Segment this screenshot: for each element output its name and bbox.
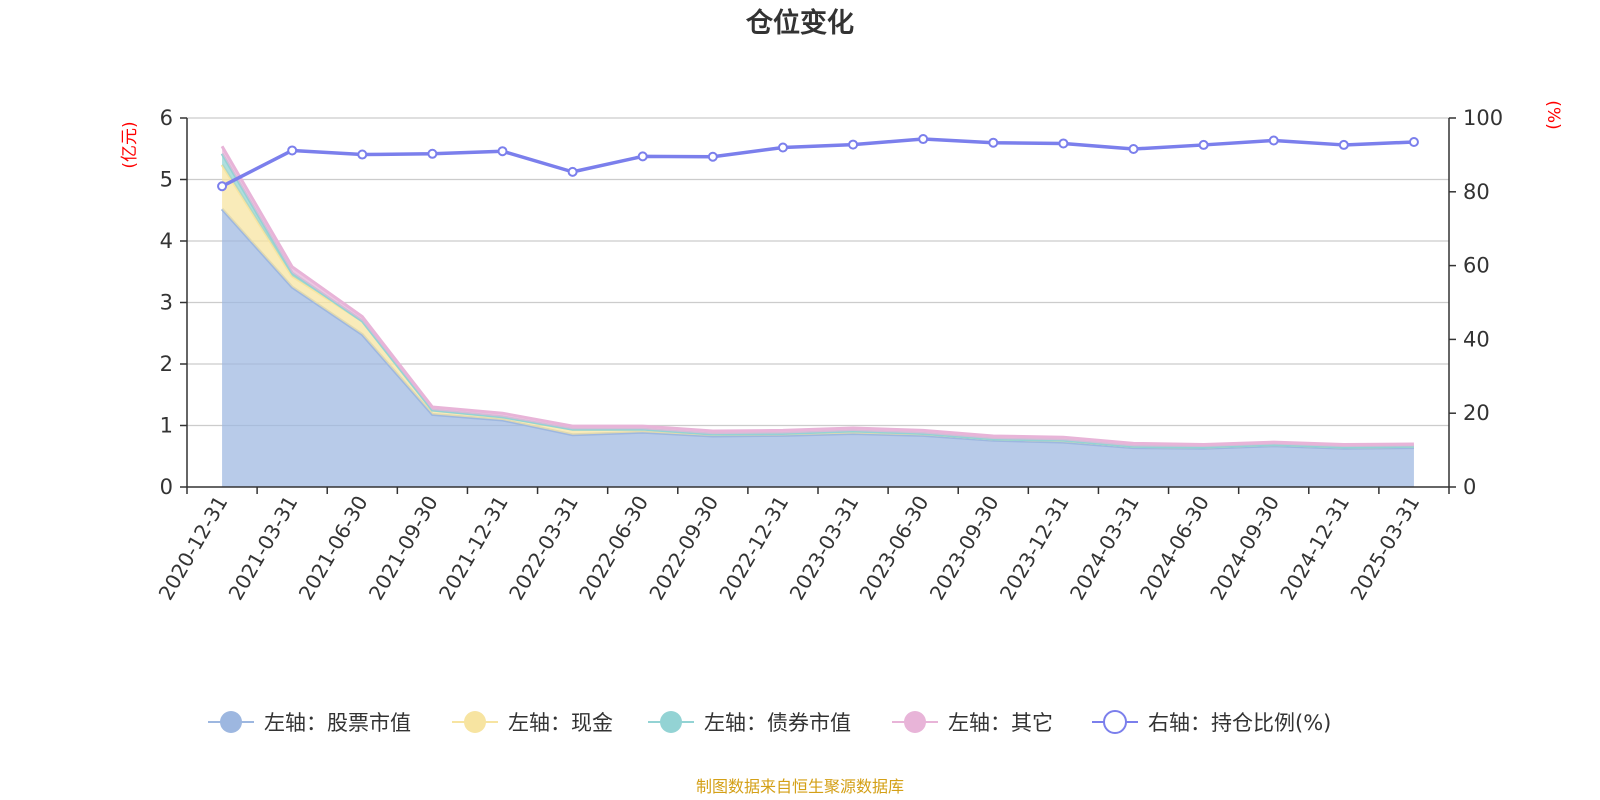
x-tick-label: 2022-03-31 (504, 492, 583, 605)
legend-item: 左轴：现金 (452, 711, 613, 735)
ratio-point (1338, 139, 1349, 150)
ratio-point (988, 137, 999, 148)
line-series-layer (217, 134, 1419, 192)
right-axis-unit: (%) (1543, 100, 1563, 129)
right-tick-label: 100 (1463, 106, 1503, 130)
ratio-point (1058, 138, 1069, 149)
x-tick-label: 2022-12-31 (714, 492, 793, 605)
legend-label: 左轴：债券市值 (704, 711, 851, 735)
area-0 (222, 209, 1414, 487)
ratio-point (637, 151, 648, 162)
left-tick-label: 4 (160, 229, 173, 253)
x-tick-label: 2024-03-31 (1065, 492, 1144, 605)
ratio-point (427, 148, 438, 159)
right-tick-label: 20 (1463, 401, 1490, 425)
right-tick-label: 0 (1463, 475, 1476, 499)
left-tick-label: 5 (160, 168, 173, 192)
area-edge-3 (220, 145, 1414, 447)
ratio-point (1198, 139, 1209, 150)
ratio-point (567, 166, 578, 177)
x-tick-label: 2024-09-30 (1205, 492, 1284, 605)
x-tick-label: 2022-09-30 (644, 492, 723, 605)
legend-item: 左轴：其它 (892, 711, 1053, 735)
right-tick-label: 40 (1463, 327, 1490, 351)
ratio-point (777, 142, 788, 153)
left-tick-label: 1 (160, 414, 173, 438)
left-tick-label: 2 (160, 352, 173, 376)
legend-marker (904, 711, 926, 733)
source-note: 制图数据来自恒生聚源数据库 (696, 777, 904, 796)
x-tick-label: 2021-12-31 (434, 492, 513, 605)
ratio-point (1128, 143, 1139, 154)
legend-label: 右轴：持仓比例(%) (1148, 711, 1331, 735)
x-tick-label: 2024-12-31 (1275, 492, 1354, 605)
legend: 左轴：股票市值 左轴：现金 左轴：债券市值 左轴：其它 右轴：持仓比例(%) (208, 710, 1331, 735)
ratio-point (1408, 136, 1419, 147)
ratio-point (217, 181, 228, 192)
x-tick-label: 2021-03-31 (224, 492, 303, 605)
legend-marker (464, 711, 486, 733)
x-tick-label: 2023-03-31 (784, 492, 863, 605)
ratio-point (287, 145, 298, 156)
ratio-point (918, 134, 929, 145)
legend-label: 左轴：其它 (948, 711, 1053, 735)
ratio-point (497, 146, 508, 157)
left-tick-label: 0 (160, 475, 173, 499)
legend-item: 左轴：债券市值 (648, 711, 851, 735)
x-tick-label: 2025-03-31 (1345, 492, 1424, 605)
legend-label: 左轴：股票市值 (264, 711, 411, 735)
legend-item: 右轴：持仓比例(%) (1092, 710, 1331, 735)
ratio-point (1268, 135, 1279, 146)
legend-item: 左轴：股票市值 (208, 711, 411, 735)
legend-marker (660, 711, 682, 733)
ratio-point (357, 149, 368, 160)
legend-marker (220, 711, 242, 733)
left-tick-label: 3 (160, 291, 173, 315)
right-tick-label: 60 (1463, 254, 1490, 278)
x-tick-label: 2023-06-30 (855, 492, 934, 605)
area-series-layer (220, 145, 1414, 487)
x-tick-label: 2020-12-31 (153, 492, 232, 605)
legend-label: 左轴：现金 (508, 711, 613, 735)
x-tick-label: 2022-06-30 (574, 492, 653, 605)
x-tick-label: 2023-09-30 (925, 492, 1004, 605)
left-axis-unit: (亿元) (120, 121, 140, 168)
x-tick-label: 2024-06-30 (1135, 492, 1214, 605)
x-tick-label: 2021-06-30 (294, 492, 373, 605)
x-tick-label: 2023-12-31 (995, 492, 1074, 605)
chart-title: 仓位变化 (745, 7, 854, 39)
right-tick-label: 80 (1463, 180, 1490, 204)
ratio-point (848, 139, 859, 150)
x-tick-label: 2021-09-30 (364, 492, 443, 605)
ratio-line (221, 137, 1415, 188)
ratio-point (707, 151, 718, 162)
left-tick-label: 6 (160, 106, 173, 130)
legend-marker (1103, 710, 1127, 734)
